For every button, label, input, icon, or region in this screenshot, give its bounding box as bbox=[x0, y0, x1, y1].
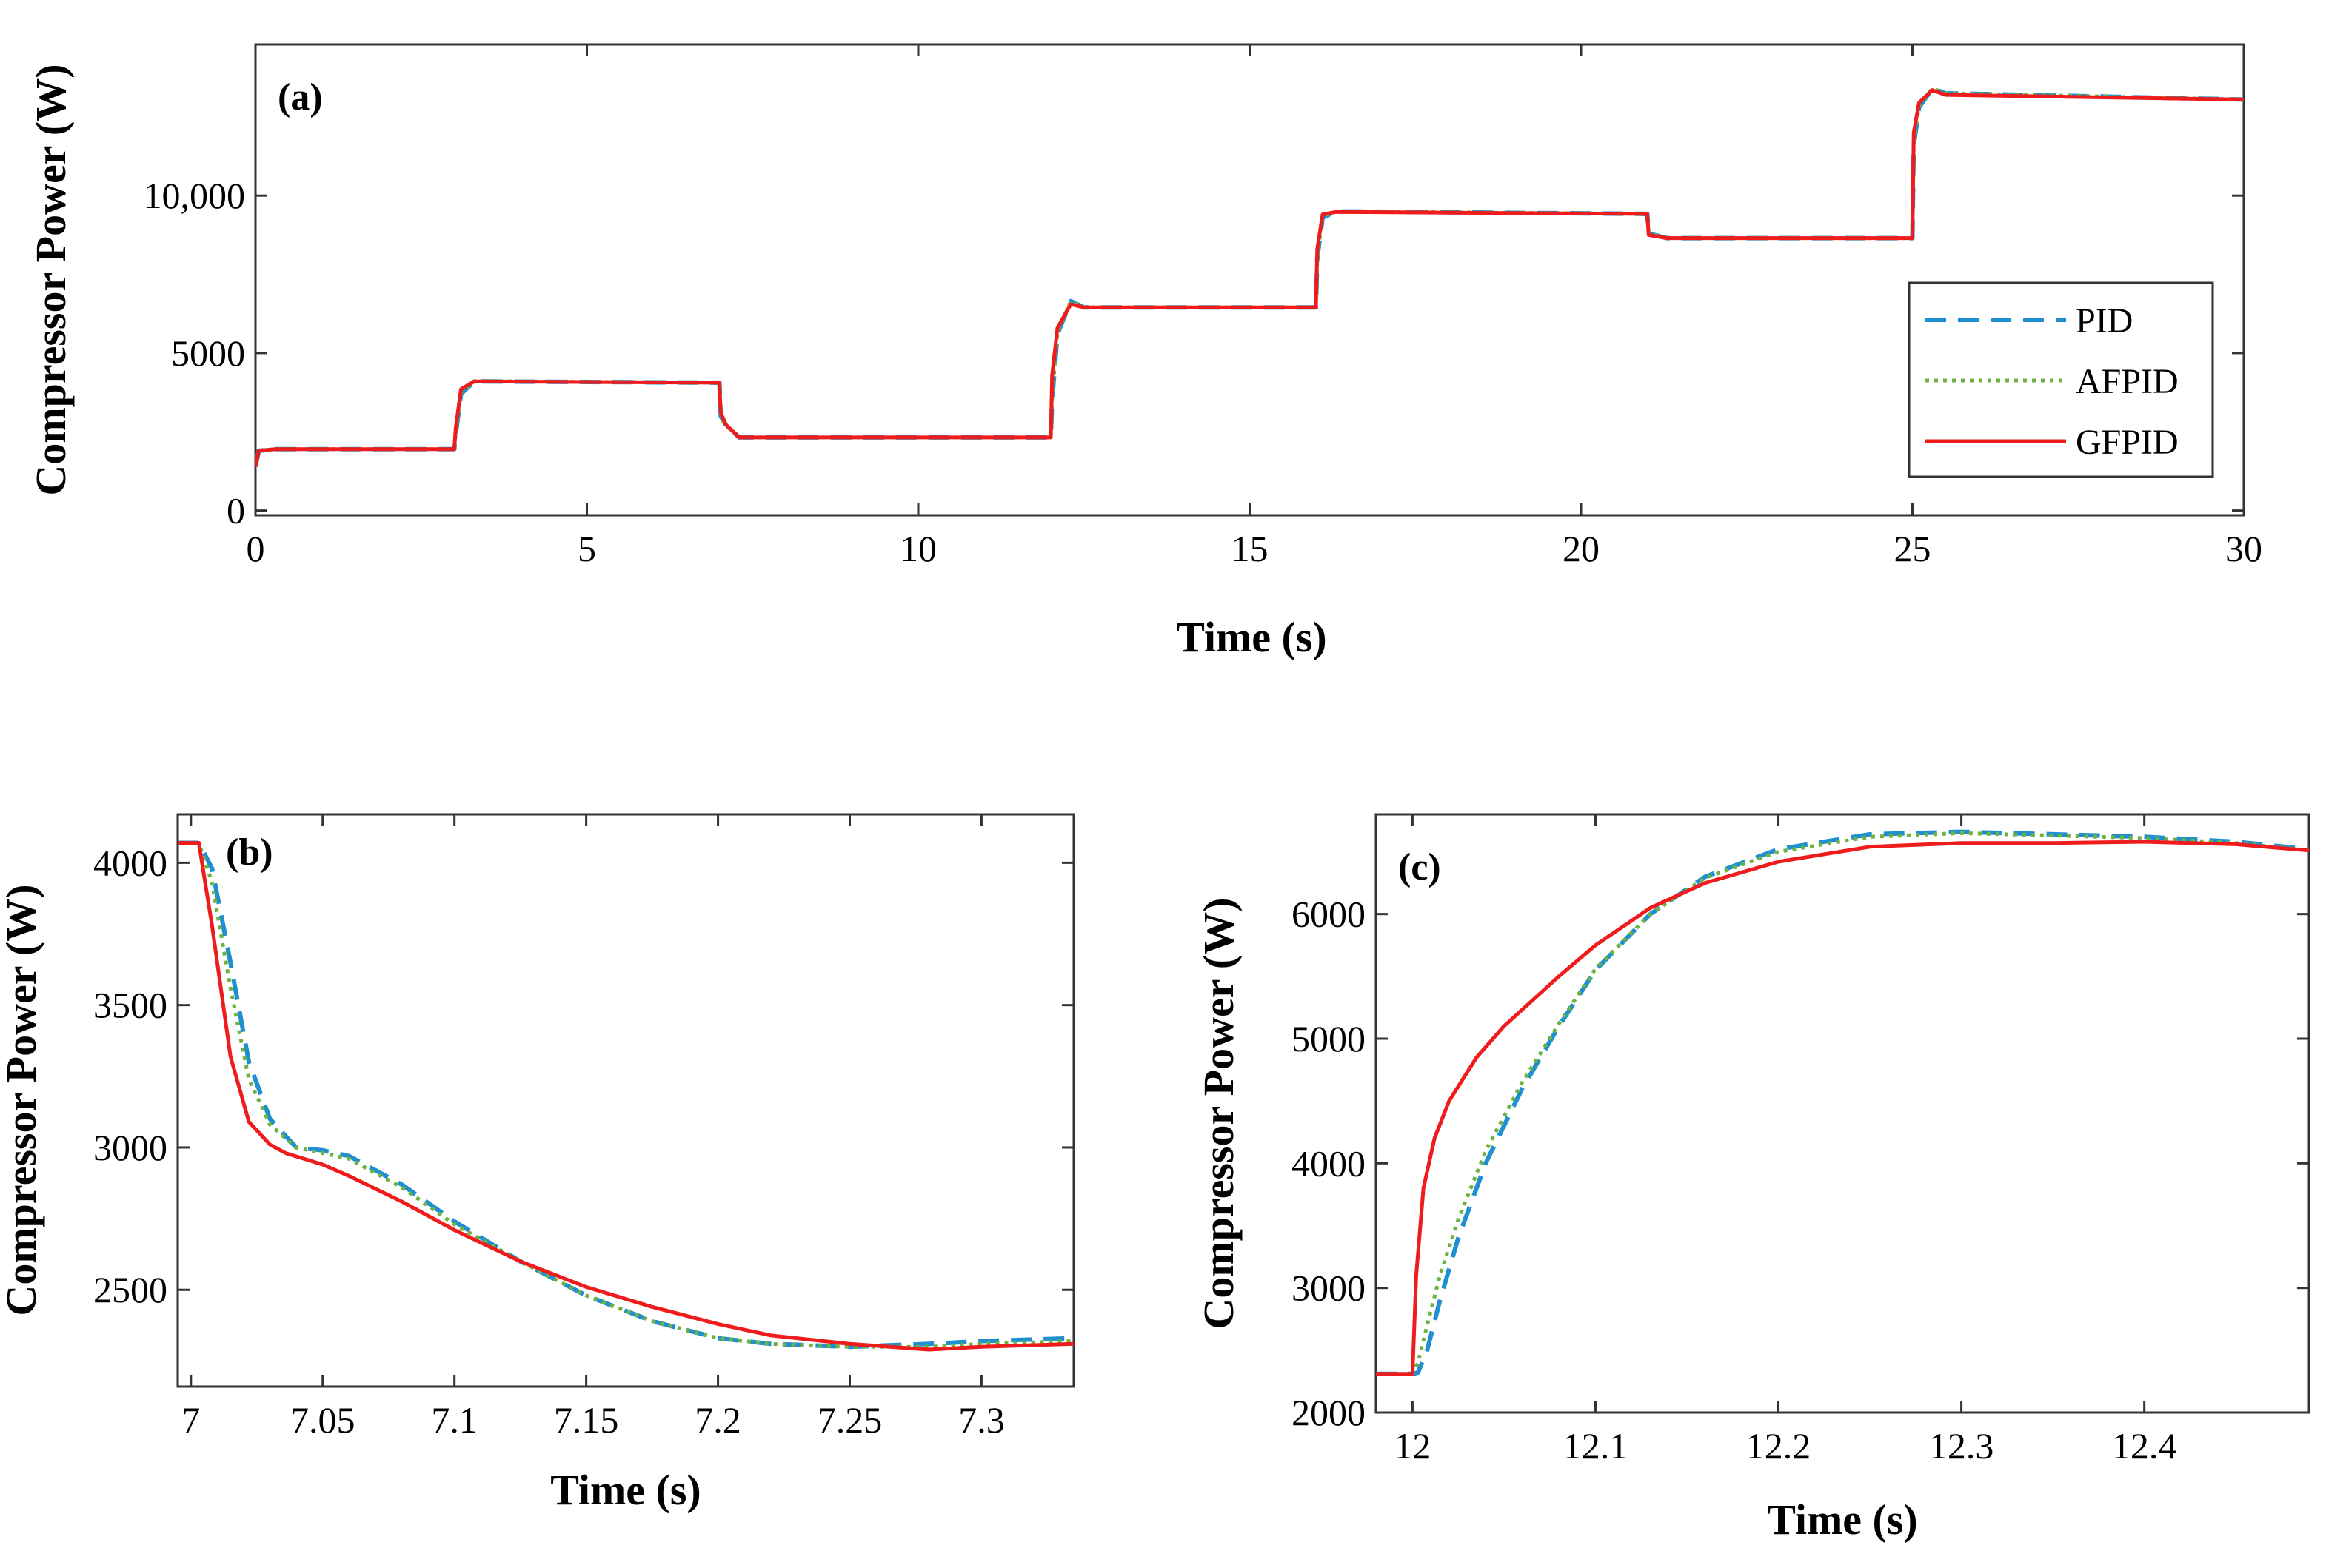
x-tick-label: 7.15 bbox=[554, 1399, 619, 1441]
x-tick-label: 7.3 bbox=[958, 1399, 1005, 1441]
y-axis-label: Compressor Power (W) bbox=[1194, 897, 1243, 1329]
y-tick-label: 2500 bbox=[93, 1269, 167, 1310]
x-tick-label: 7.1 bbox=[431, 1399, 478, 1441]
series-group bbox=[1376, 829, 2309, 1376]
y-tick-label: 3500 bbox=[93, 985, 167, 1026]
x-tick-label: 7 bbox=[181, 1399, 200, 1441]
y-axis-label: Compressor Power (W) bbox=[27, 64, 75, 495]
x-tick-label: 12.4 bbox=[2112, 1425, 2177, 1467]
y-tick-label: 4000 bbox=[93, 842, 167, 883]
x-tick-label: 5 bbox=[578, 528, 596, 569]
y-tick-label: 5000 bbox=[1291, 1018, 1366, 1059]
series-line-gfpid bbox=[178, 841, 1074, 1352]
series-line-afpid bbox=[178, 841, 1074, 1349]
chart-panel-1: 0 5 10 15 20 25 30 0 5000 10,000 Time (s) Compresso… bbox=[27, 43, 2262, 661]
plot-frame bbox=[176, 813, 1075, 1388]
x-axis-label: Time (s) bbox=[1176, 613, 1327, 661]
legend-label-afpid: AFPID bbox=[2076, 362, 2179, 401]
series-line-pid bbox=[178, 840, 1074, 1350]
series-line-gfpid bbox=[1376, 840, 2309, 1376]
x-tick-label: 7.25 bbox=[818, 1399, 883, 1441]
x-axis-label: Time (s) bbox=[1767, 1495, 1918, 1544]
plot-frame bbox=[1374, 813, 2310, 1414]
y-tick-label: 6000 bbox=[1291, 894, 1366, 935]
x-tick-label: 12.3 bbox=[1929, 1425, 1994, 1467]
x-axis-label: Time (s) bbox=[550, 1466, 701, 1514]
panel-label: (a) bbox=[278, 76, 323, 118]
chart-panel-2: 7 7.05 7.1 7.15 7.2 7.25 7.3 2500 3000 3500 4000 Ti… bbox=[0, 813, 1075, 1514]
x-tick-label: 10 bbox=[900, 528, 937, 569]
y-tick-label: 3000 bbox=[93, 1127, 167, 1168]
x-tick-label: 12.2 bbox=[1746, 1425, 1811, 1467]
chart-panel-3: 12 12.1 12.2 12.3 12.4 2000 3000 4000 5000 6000 Ti… bbox=[1194, 813, 2310, 1544]
x-tick-label: 7.2 bbox=[695, 1399, 741, 1441]
series-line-gfpid bbox=[255, 88, 2244, 467]
y-tick-label: 10,000 bbox=[144, 175, 246, 216]
x-tick-label: 15 bbox=[1231, 528, 1269, 569]
legend-label-gfpid: GFPID bbox=[2076, 423, 2179, 462]
x-tick-label: 20 bbox=[1563, 528, 1600, 569]
panel-label: (b) bbox=[226, 831, 273, 874]
series-group bbox=[255, 86, 2244, 467]
series-line-pid bbox=[1376, 829, 2309, 1376]
y-axis-label: Compressor Power (W) bbox=[0, 884, 45, 1316]
x-tick-label: 7.05 bbox=[290, 1399, 355, 1441]
legend: PID AFPID GFPID bbox=[1908, 281, 2214, 478]
series-group bbox=[178, 840, 1074, 1352]
y-tick-label: 0 bbox=[227, 490, 245, 532]
panel-label: (c) bbox=[1398, 846, 1441, 888]
y-tick-label: 2000 bbox=[1291, 1392, 1366, 1433]
y-tick-label: 3000 bbox=[1291, 1267, 1366, 1309]
legend-label-pid: PID bbox=[2076, 301, 2133, 341]
x-tick-label: 0 bbox=[247, 528, 265, 569]
x-tick-label: 12.1 bbox=[1563, 1425, 1628, 1467]
y-tick-label: 4000 bbox=[1291, 1142, 1366, 1184]
y-tick-label: 5000 bbox=[171, 332, 245, 374]
x-tick-label: 25 bbox=[1894, 528, 1931, 569]
x-tick-label: 30 bbox=[2225, 528, 2262, 569]
x-tick-label: 12 bbox=[1394, 1425, 1431, 1467]
